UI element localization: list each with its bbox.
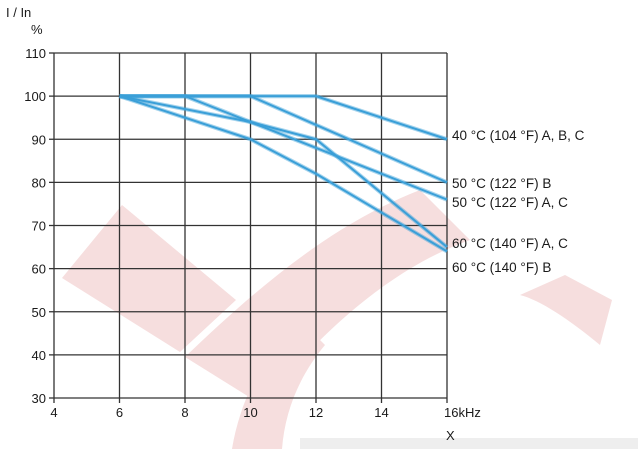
series-line — [119, 95, 448, 201]
y-tick-label: 50 — [32, 305, 46, 320]
y-axis-label: I / In — [6, 5, 31, 20]
y-tick-label: 90 — [32, 132, 46, 147]
x-tick-label: 6 — [116, 405, 123, 420]
x-tick-label: 14 — [374, 405, 388, 420]
y-tick-label: 110 — [25, 46, 46, 61]
x-tick-label: 4 — [50, 405, 57, 420]
series-line — [119, 95, 448, 253]
watermark-logo — [62, 190, 638, 449]
series-line — [119, 95, 448, 248]
x-tick-label: 8 — [181, 405, 188, 420]
watermark-shape — [185, 190, 470, 405]
x-tick-label: 12 — [309, 405, 323, 420]
y-tick-label: 70 — [32, 219, 46, 234]
labels: 40 °C (104 °F) A, B, C 50 °C (122 °F) B 50… — [452, 128, 585, 275]
x-tick-label: 16kHz — [444, 405, 481, 420]
series-label: 50 °C (122 °F) A, C — [452, 195, 568, 210]
watermark-shape — [62, 205, 236, 352]
y-tick-label: 60 — [32, 262, 46, 277]
series-label: 40 °C (104 °F) A, B, C — [452, 128, 585, 143]
series-label: 60 °C (140 °F) B — [452, 260, 551, 275]
x-tick-label: 10 — [243, 405, 257, 420]
grid — [53, 52, 448, 399]
watermark-shape — [300, 438, 638, 449]
series-label: 50 °C (122 °F) B — [452, 176, 551, 191]
x-axis-label: X — [446, 428, 455, 443]
watermark-shape — [520, 275, 612, 345]
axes: 30 40 50 60 70 80 90 100 110 4 6 8 10 12 14 16kHz I / In… — [6, 5, 481, 443]
series-lines — [118, 94, 449, 254]
y-tick-label: 100 — [24, 89, 46, 104]
y-tick-label: 80 — [32, 175, 46, 190]
y-tick-label: 30 — [32, 391, 46, 406]
y-axis-unit: % — [31, 22, 43, 37]
watermark-shape — [232, 320, 325, 449]
series-label: 60 °C (140 °F) A, C — [452, 236, 568, 251]
y-tick-label: 40 — [32, 348, 46, 363]
